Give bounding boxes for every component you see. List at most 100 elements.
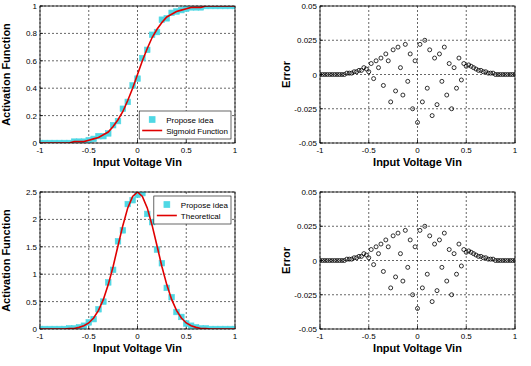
- tick-mark: [40, 246, 43, 247]
- tick-mark: [137, 140, 138, 143]
- legend-box: [154, 196, 231, 224]
- tick-mark: [320, 40, 323, 41]
- grid-line: [88, 192, 89, 329]
- grid-line: [40, 274, 235, 275]
- tick-label: 0.5: [26, 298, 38, 307]
- frame: [320, 6, 515, 143]
- data-group: [40, 192, 235, 329]
- point: [403, 42, 407, 46]
- tick-label: 0.5: [461, 146, 473, 155]
- tick-mark: [466, 326, 467, 329]
- data-group: [40, 6, 235, 143]
- grid-line: [137, 192, 138, 329]
- point: [396, 231, 400, 235]
- tick-mark: [40, 60, 43, 61]
- point: [406, 265, 410, 269]
- tick-label: -1: [36, 332, 44, 341]
- frame: [320, 192, 515, 329]
- tick-label: 0.5: [181, 332, 193, 341]
- tick-label: 1: [33, 2, 38, 11]
- point: [457, 56, 461, 60]
- tick-label: 0.05: [301, 188, 317, 197]
- tick-label: 0: [33, 139, 38, 148]
- point: [372, 263, 376, 267]
- line: [40, 192, 235, 329]
- tick-label: 1: [513, 146, 518, 155]
- point: [384, 238, 388, 242]
- tick-label: 0.4: [26, 84, 38, 93]
- legend-swatch: [149, 117, 155, 123]
- point: [386, 245, 390, 249]
- legend: Propose ideaSigmoid Function: [139, 111, 231, 139]
- point: [372, 77, 376, 81]
- point: [413, 245, 417, 249]
- plot-area: [40, 192, 235, 329]
- point: [377, 66, 381, 70]
- legend-label: Propose idea: [181, 201, 229, 210]
- tick-label: 0: [415, 146, 420, 155]
- point: [367, 70, 371, 74]
- point: [428, 234, 432, 238]
- y-axis-label: Activation Function: [0, 23, 12, 126]
- background: [0, 0, 531, 366]
- legend: Propose idea Theoretical: [154, 196, 231, 224]
- point: [394, 275, 398, 279]
- tick-mark: [320, 108, 323, 109]
- tick-mark: [40, 33, 43, 34]
- legend-label: Sigmoid Function: [166, 127, 228, 136]
- tick-mark: [40, 88, 43, 89]
- tick-mark: [368, 140, 369, 143]
- frame: [40, 6, 235, 143]
- point: [455, 86, 459, 90]
- y-axis-label: Activation Function: [0, 209, 12, 312]
- tick-label: -1: [316, 146, 324, 155]
- point: [420, 100, 424, 104]
- point: [452, 252, 456, 256]
- point: [450, 107, 454, 111]
- point: [452, 66, 456, 70]
- frame: [40, 192, 235, 329]
- tick-label: -0.5: [362, 146, 376, 155]
- tick-label: 0.5: [181, 146, 193, 155]
- point: [381, 83, 385, 87]
- point: [408, 52, 412, 56]
- legend-label: Theoretical: [181, 212, 221, 221]
- point: [423, 38, 427, 42]
- tick-label: -0.5: [362, 332, 376, 341]
- tick-label: 1: [33, 270, 38, 279]
- point: [425, 272, 429, 276]
- point: [418, 228, 422, 232]
- x-axis-label: Input Voltage Vin: [373, 156, 462, 168]
- point: [437, 52, 441, 56]
- point: [450, 293, 454, 297]
- point: [433, 242, 437, 246]
- point: [398, 66, 402, 70]
- tick-label: 1: [233, 332, 238, 341]
- point: [442, 45, 446, 49]
- point: [440, 79, 444, 83]
- point: [459, 78, 463, 82]
- point: [413, 59, 417, 63]
- tick-label: 1.5: [26, 243, 38, 252]
- plot-area: [320, 6, 515, 143]
- tick-label: -0.025: [294, 291, 317, 300]
- point: [428, 48, 432, 52]
- x-axis-label: Input Voltage Vin: [93, 342, 182, 354]
- tick-label: 0.05: [301, 2, 317, 11]
- point: [367, 256, 371, 260]
- y-axis-label: Error: [280, 60, 292, 88]
- point: [384, 52, 388, 56]
- tick-label: 0: [313, 257, 318, 266]
- point: [401, 93, 405, 97]
- tick-label: 1: [513, 332, 518, 341]
- point: [389, 100, 393, 104]
- tick-mark: [40, 274, 43, 275]
- tick-label: -0.05: [299, 139, 318, 148]
- point: [396, 45, 400, 49]
- tick-label: 0.025: [297, 36, 318, 45]
- point: [391, 234, 395, 238]
- legend-swatch: [164, 202, 170, 208]
- tick-label: -0.5: [82, 332, 96, 341]
- plot-area: [320, 192, 515, 329]
- point: [416, 306, 420, 310]
